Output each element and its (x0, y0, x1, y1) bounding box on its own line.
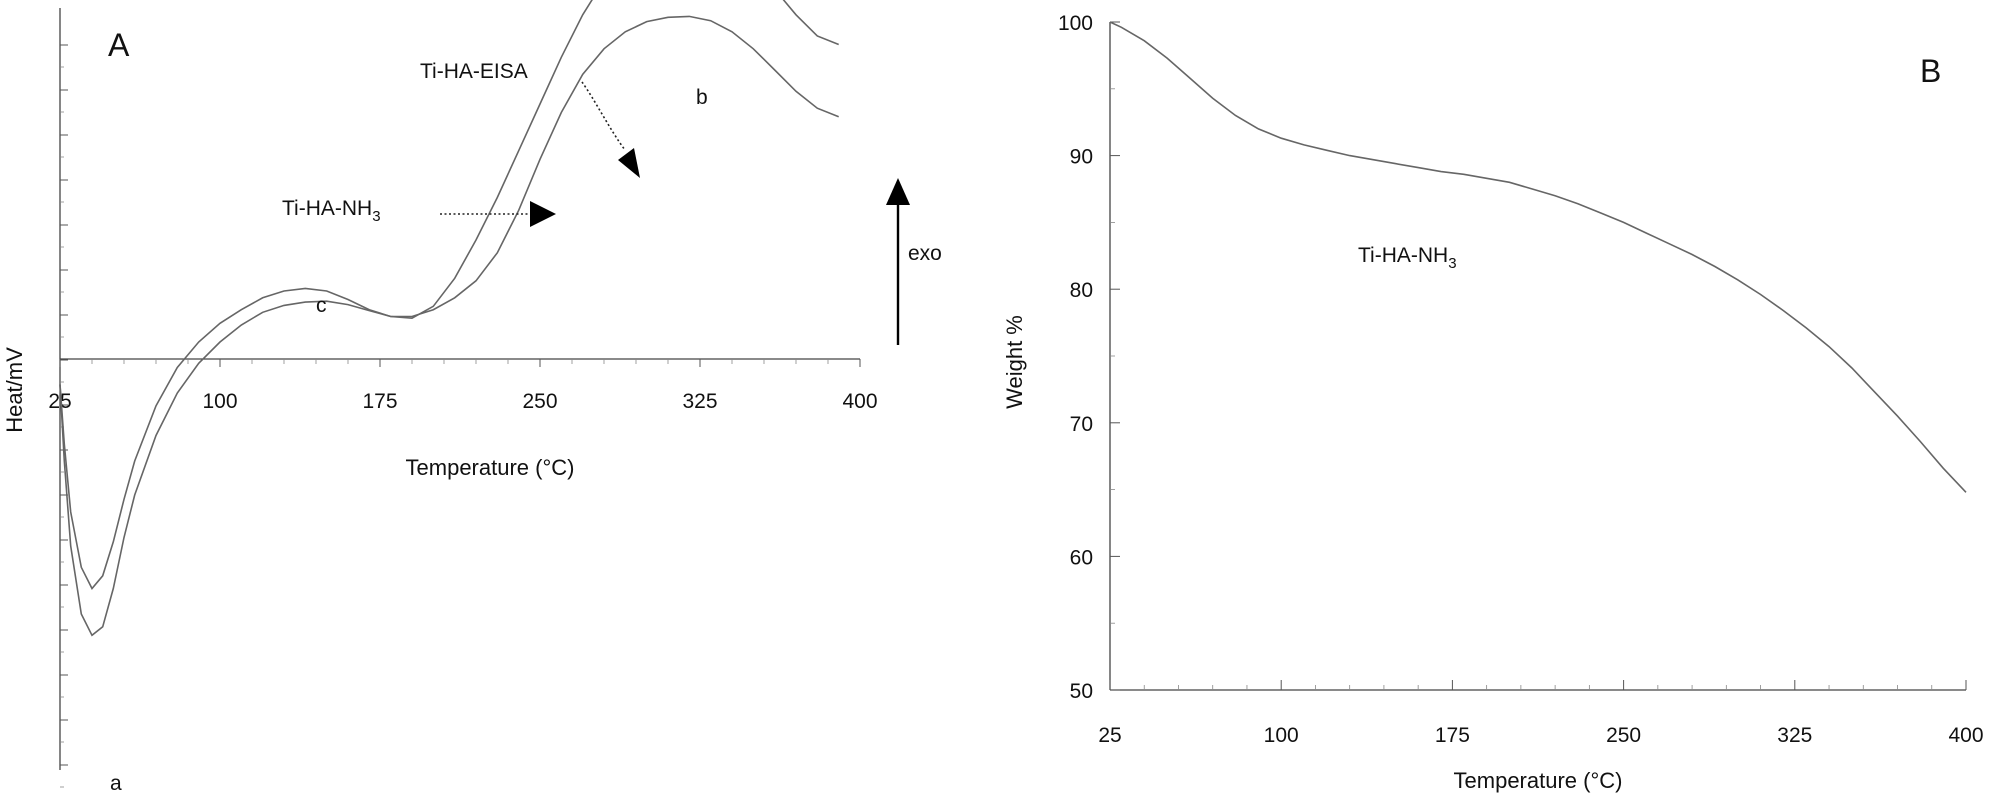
chart-b-x-tick-label: 25 (1098, 724, 1121, 747)
chart-a-x-tick-label: 250 (522, 390, 557, 413)
series-label-ti-ha-nh3-text: Ti-HA-NH (282, 197, 372, 220)
chart-b: 50 60 70 80 90 100 25 100 175 250 325 400 B Temper… (1002, 12, 1984, 793)
pointer-line-ti-ha-eisa (581, 81, 626, 151)
chart-b-y-tick-label: 50 (1070, 680, 1093, 703)
chart-a-y-axis-label: Heat/mV (2, 347, 27, 433)
chart-b-series-line-ti-ha-nh3 (1109, 21, 1967, 493)
chart-a-x-tick-label: 100 (202, 390, 237, 413)
series-label-ti-ha-eisa: Ti-HA-EISA (420, 60, 528, 83)
chart-b-y-tick-label: 90 (1070, 146, 1093, 169)
series-label-ti-ha-nh3: Ti-HA-NH3 (282, 197, 381, 225)
series-label-b-subscript: 3 (1448, 255, 1456, 272)
series-label-b-ti-ha-nh3: Ti-HA-NH3 (1358, 244, 1457, 272)
chart-a-x-tick-label: 25 (48, 390, 71, 413)
chart-a-x-tick-label: 400 (842, 390, 877, 413)
annotation-b: b (696, 86, 708, 109)
chart-a-x-axis-label: Temperature (°C) (406, 455, 575, 480)
chart-a-x-ticks: 25 100 175 250 325 400 (48, 359, 878, 413)
chart-b-y-axis-label: Weight % (1002, 315, 1027, 409)
chart-b-panel-label: B (1920, 53, 1941, 89)
chart-a-x-tick-label: 175 (362, 390, 397, 413)
chart-a-x-tick-label: 325 (682, 390, 717, 413)
chart-b-x-tick-label: 400 (1948, 724, 1983, 747)
chart-b-x-axis-label: Temperature (°C) (1454, 768, 1623, 793)
exo-label: exo (908, 242, 942, 265)
chart-a-series (59, 0, 839, 637)
annotation-a: a (110, 772, 122, 795)
series-label-b-text: Ti-HA-NH (1358, 244, 1448, 267)
chart-b-series (1109, 21, 1967, 493)
chart-b-x-tick-label: 175 (1435, 724, 1470, 747)
chart-b-y-ticks: 50 60 70 80 90 100 (1058, 12, 1120, 703)
chart-b-x-tick-label: 325 (1777, 724, 1812, 747)
chart-a-panel-label: A (108, 27, 130, 63)
series-label-ti-ha-nh3-subscript: 3 (372, 208, 380, 225)
chart-b-y-tick-label: 80 (1070, 279, 1093, 302)
chart-b-x-tick-label: 100 (1264, 724, 1299, 747)
chart-b-x-ticks: 25 100 175 250 325 400 (1098, 680, 1984, 747)
chart-a-series-line-ti-ha-eisa (59, 0, 839, 637)
arrowhead-ti-ha-eisa (618, 148, 640, 178)
arrowhead-ti-ha-nh3 (530, 201, 556, 227)
chart-a: 25 100 175 250 325 400 A Temperature (°C) Hea… (2, 0, 942, 795)
annotation-c: c (316, 294, 327, 317)
chart-b-y-tick-label: 70 (1070, 413, 1093, 436)
chart-a-series-line-ti-ha-nh3 (59, 15, 839, 590)
chart-b-y-tick-label: 60 (1070, 546, 1093, 569)
exo-arrow-head (886, 178, 910, 205)
chart-b-x-tick-label: 250 (1606, 724, 1641, 747)
chart-b-y-tick-label: 100 (1058, 12, 1093, 35)
